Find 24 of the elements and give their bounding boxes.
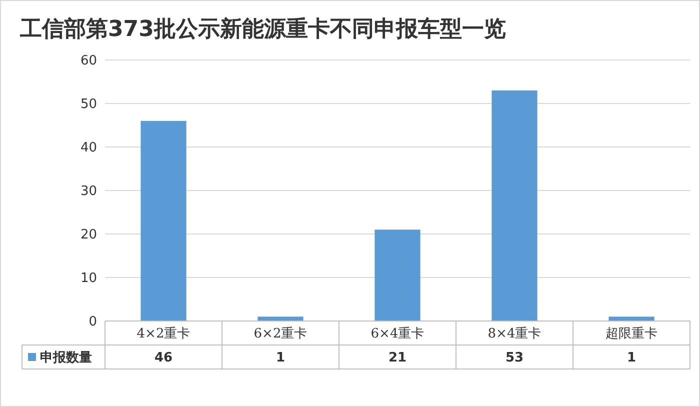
x-tick-label: 超限重卡 xyxy=(606,326,658,342)
x-tick-label: 8×4重卡 xyxy=(488,326,542,342)
y-tick-label: 40 xyxy=(80,140,97,156)
bar xyxy=(140,120,186,321)
x-tick-label: 6×4重卡 xyxy=(370,326,424,342)
bar xyxy=(258,316,304,321)
data-label: 1 xyxy=(626,350,636,366)
chart-title: 工信部第373批公示新能源重卡不同申报车型一览 xyxy=(19,16,506,42)
data-label: 46 xyxy=(154,350,173,366)
y-tick-label: 20 xyxy=(80,228,97,243)
y-tick-label: 30 xyxy=(80,184,97,200)
bar xyxy=(374,230,420,321)
bar xyxy=(608,316,654,321)
y-tick-label: 0 xyxy=(88,314,97,330)
y-tick-label: 60 xyxy=(80,54,97,69)
data-label: 21 xyxy=(388,350,407,366)
bar xyxy=(492,90,538,321)
x-tick-label: 4×2重卡 xyxy=(136,326,190,342)
x-tick-label: 6×2重卡 xyxy=(254,326,308,342)
data-label: 53 xyxy=(505,350,524,366)
legend-label: 申报数量 xyxy=(40,350,92,366)
y-tick-label: 50 xyxy=(80,97,97,112)
data-label: 1 xyxy=(276,350,286,366)
y-tick-label: 10 xyxy=(80,271,97,286)
